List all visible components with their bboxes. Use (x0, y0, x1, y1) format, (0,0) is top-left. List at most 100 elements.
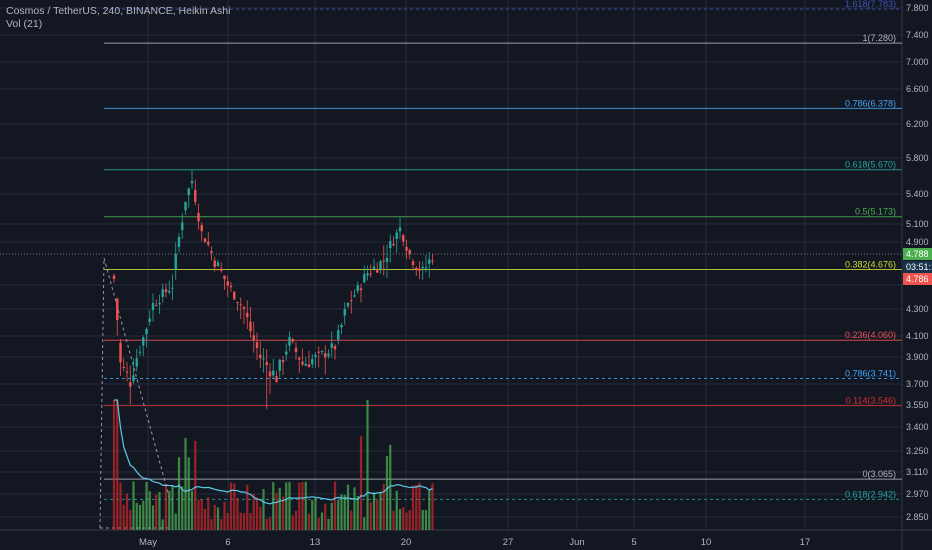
candle-body (171, 287, 174, 289)
volume-bar (265, 518, 268, 530)
volume-bar (155, 494, 158, 530)
price-tick-label: 7.400 (906, 30, 929, 40)
low-price-label: 4.786 (906, 274, 929, 284)
volume-bar (138, 504, 142, 530)
volume-bar (259, 506, 262, 530)
volume-bar (408, 510, 411, 530)
candle-body (301, 361, 304, 365)
candle-body (353, 295, 356, 297)
time-tick-label: 10 (701, 537, 712, 548)
low-price-label-bg (903, 273, 932, 285)
volume-bar (190, 491, 194, 530)
volume-bar (226, 513, 229, 530)
candle-body (275, 376, 278, 383)
volume-bar (307, 513, 311, 530)
candle-body (220, 268, 223, 271)
volume-bar (281, 496, 285, 530)
volume-bar (129, 509, 132, 530)
volume-bar (298, 482, 301, 530)
candle-body (200, 225, 203, 232)
candle-body (340, 324, 343, 328)
volume-bar (220, 519, 223, 530)
candle-body (311, 359, 314, 365)
candle-body (184, 201, 187, 211)
volume-bar (158, 492, 161, 530)
time-tick-label: 6 (225, 537, 230, 548)
candle-body (402, 235, 405, 242)
volume-bar (421, 510, 424, 530)
volume-bar (385, 455, 389, 530)
price-tick-label: 3.250 (906, 446, 929, 456)
candle-body (314, 355, 317, 357)
volume-bar (372, 492, 376, 530)
time-tick-label: 20 (401, 537, 412, 548)
price-tick-label: 2.970 (906, 489, 929, 499)
candle-body (385, 257, 389, 263)
volume-bars (112, 400, 434, 530)
fib-level-label: 0.236(4.060) (845, 330, 896, 340)
candle-body (190, 180, 194, 184)
candle-body (197, 212, 200, 222)
candle-body (148, 318, 151, 322)
volume-bar (346, 484, 350, 530)
candle-body (168, 290, 171, 293)
candle-body (229, 285, 233, 288)
volume-bar (151, 505, 155, 530)
fib-level-label: 0.5(5.173) (855, 207, 896, 217)
volume-indicator-label[interactable]: Vol (21) (6, 18, 43, 30)
candle-body (330, 343, 333, 348)
price-tick-label: 4.300 (906, 304, 929, 314)
price-tick-label: 3.900 (906, 352, 929, 362)
time-tick-label: 5 (631, 537, 636, 548)
candle-body (255, 342, 259, 349)
time-tick-label: Jun (569, 537, 584, 548)
volume-bar (177, 457, 181, 530)
volume-bar (125, 493, 129, 530)
candle-body (161, 289, 164, 297)
candle-body (262, 358, 265, 360)
candle-body (288, 337, 291, 346)
candle-body (203, 238, 207, 243)
candle-body (333, 345, 337, 350)
candle-body (372, 266, 376, 270)
volume-bar (252, 493, 255, 530)
fib-level-label: 0.618(2.942) (845, 489, 896, 499)
price-tick-label: 5.100 (906, 219, 929, 229)
price-tick-label: 5.400 (906, 189, 929, 199)
volume-bar (275, 492, 278, 530)
candle-body (138, 351, 142, 353)
volume-bar (285, 482, 288, 530)
volume-bar (148, 491, 151, 530)
volume-ma-line-path (114, 399, 433, 505)
volume-bar (203, 508, 207, 530)
volume-bar (411, 485, 415, 530)
volume-bar (229, 482, 233, 530)
symbol-title[interactable]: Cosmos / TetherUS, 240, BINANCE, Heikin … (6, 5, 231, 17)
candle-body (213, 260, 216, 267)
volume-bar (181, 486, 184, 530)
candle-body (236, 301, 239, 304)
price-tick-label: 4.900 (906, 237, 929, 247)
volume-bar (424, 510, 428, 530)
fibonacci-levels: 1.618(7.783) 1(7.280) 0.786(6.378) 0.618(5.… (0, 0, 902, 529)
volume-bar (330, 502, 333, 530)
price-tick-label: 2.850 (906, 512, 929, 522)
volume-bar (376, 499, 379, 530)
candle-body (122, 366, 125, 368)
candle-body (428, 259, 431, 264)
candle-body (145, 328, 148, 335)
candle-body (246, 312, 249, 318)
candle-body (424, 267, 428, 269)
volume-bar (317, 517, 320, 530)
chart-legend: Cosmos / TetherUS, 240, BINANCE, Heikin … (6, 5, 230, 31)
candle-body (151, 303, 155, 311)
candle-body (421, 266, 424, 269)
candle-body (285, 351, 288, 355)
price-tick-label: 6.600 (906, 84, 929, 94)
candle-body (337, 330, 340, 340)
candle-body (324, 353, 327, 358)
candle-body (268, 371, 272, 377)
candle-body (343, 308, 346, 316)
volume-bar (340, 494, 343, 530)
